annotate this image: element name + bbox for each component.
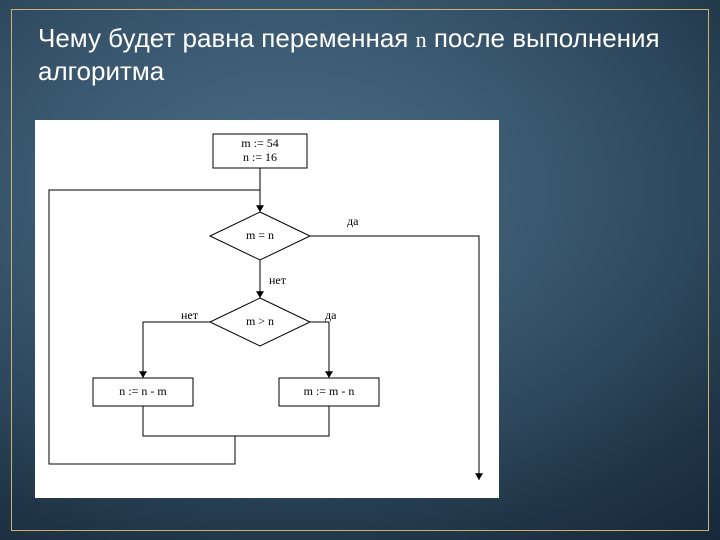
title-var-n: n — [416, 27, 427, 52]
edge-eq-yes-exit — [310, 236, 479, 480]
svg-text:m := m - n: m := m - n — [304, 384, 355, 398]
svg-text:n := n - m: n := n - m — [119, 384, 167, 398]
svg-text:m := 54: m := 54 — [241, 136, 278, 150]
slide: Чему будет равна переменная n после выпо… — [0, 0, 720, 540]
label-gt_no: нет — [181, 308, 199, 322]
label-eq_yes: да — [347, 214, 359, 228]
slide-title: Чему будет равна переменная n после выпо… — [38, 22, 682, 87]
edge-boxes-merge-loop — [143, 406, 329, 436]
svg-text:m > n: m > n — [246, 314, 274, 328]
label-gt_yes: да — [325, 308, 337, 322]
edge-gt-no-left — [143, 322, 210, 378]
node-n_assign: n := n - m — [93, 378, 193, 406]
edge-gt-yes-right — [310, 322, 329, 378]
svg-text:n := 16: n := 16 — [243, 150, 277, 164]
node-eq: m = n — [210, 212, 310, 260]
label-eq_no: нет — [269, 273, 287, 287]
node-init: m := 54n := 16 — [213, 134, 307, 168]
node-m_assign: m := m - n — [279, 378, 379, 406]
svg-text:m = n: m = n — [246, 228, 274, 242]
flowchart: m := 54n := 16 m = n m > n n := n - m m := m… — [35, 120, 499, 498]
nodes: m := 54n := 16 m = n m > n n := n - m m := m… — [93, 134, 379, 406]
title-prefix: Чему будет равна переменная — [38, 23, 416, 53]
node-gt: m > n — [210, 298, 310, 346]
